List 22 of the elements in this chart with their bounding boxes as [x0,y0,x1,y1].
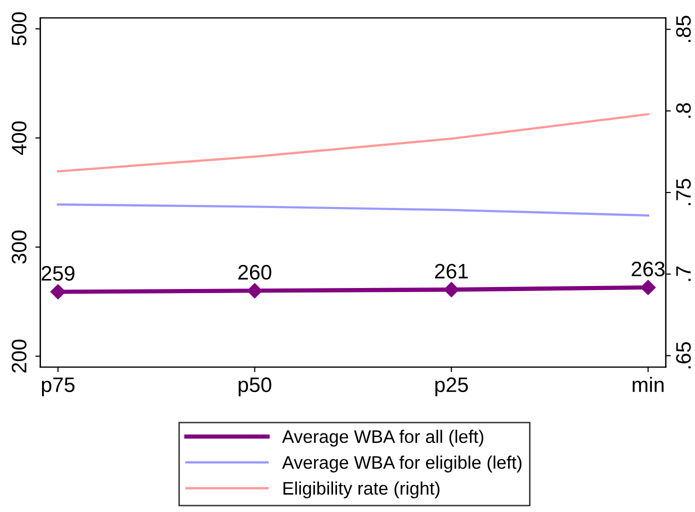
x-tick-label: p75 [42,378,75,396]
x-tick-label: min [632,376,664,392]
y2-tick-label: .7 [676,266,691,281]
data-label: 261 [435,264,468,279]
y-tick-label: 400 [12,121,26,155]
line-series [56,203,650,217]
y-tick-label: 500 [12,12,26,46]
y-tick-label: 300 [12,230,26,264]
data-label: 263 [632,262,665,276]
y2-tick-label: .8 [676,103,691,118]
legend-label: Average WBA for eligible (left) [282,456,522,472]
legend-label: Eligibility rate (right) [284,481,440,498]
data-label: 259 [42,266,74,281]
legend-label: Average WBA for all (left) [282,430,484,447]
line-series [56,113,650,172]
y2-tick-label: .65 [676,342,691,368]
data-label: 260 [238,264,272,280]
x-tick-label: p50 [238,377,272,396]
y2-tick-label: .75 [676,178,691,206]
x-tick-label: p25 [435,377,468,396]
y2-tick-label: .85 [676,16,691,42]
y-tick-label: 200 [12,340,26,373]
